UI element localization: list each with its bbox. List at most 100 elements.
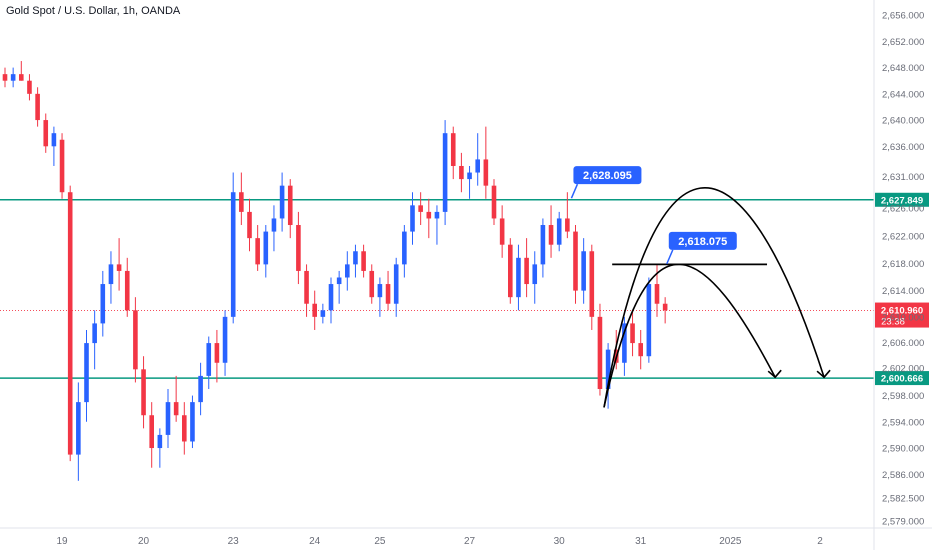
candle-body [597, 316, 603, 390]
candle-body [247, 211, 252, 239]
y-tick-label: 2,626.000 [882, 203, 924, 214]
chart-title: Gold Spot / U.S. Dollar, 1h, OANDA [6, 5, 181, 17]
candle-body [2, 74, 8, 81]
candle-body [206, 343, 212, 376]
candle-body [328, 284, 334, 311]
y-tick-label: 2,586.000 [882, 470, 924, 481]
candle-body [418, 205, 423, 212]
x-tick-label: 30 [554, 536, 566, 547]
arrow-head [767, 369, 782, 379]
x-tick-label: 2 [817, 536, 823, 547]
candle-body [450, 133, 456, 166]
arrow-head [816, 369, 831, 379]
y-tick-label: 2,652.000 [882, 37, 924, 48]
candle-body [516, 257, 521, 298]
candle-body [27, 80, 32, 94]
level-price-tag [875, 371, 929, 386]
callout-box [668, 231, 737, 250]
y-tick-label: 2,614.000 [882, 286, 924, 297]
drawings [603, 187, 831, 408]
candle-body [353, 251, 358, 265]
candle-body [475, 159, 480, 173]
candle-body [279, 185, 285, 219]
candle-body [67, 192, 73, 455]
y-tick-label: 2,598.000 [882, 391, 924, 402]
candle-body [100, 284, 106, 324]
candle-body [499, 218, 505, 245]
candle-body [182, 415, 187, 442]
candle-body [556, 218, 562, 245]
candle-body [76, 402, 81, 455]
projection-arc-inner [603, 263, 776, 408]
y-tick-label: 2,606.000 [882, 338, 924, 349]
candle-body [508, 244, 513, 298]
candle-body [263, 231, 269, 265]
candle-body [198, 375, 203, 403]
candle-body [84, 343, 89, 403]
candle-body [35, 93, 40, 121]
y-tick-label: 2,622.000 [882, 232, 924, 243]
x-tick-label: 23 [228, 536, 240, 547]
candle-body [287, 185, 293, 226]
y-tick-label: 2,648.000 [882, 63, 924, 74]
candle-body [59, 139, 65, 193]
candle-body [304, 270, 309, 304]
projection-arc-outer [603, 187, 825, 408]
level-price-label: 2,600.666 [881, 374, 923, 385]
callout-pointer [666, 249, 674, 265]
candle-body [459, 165, 464, 180]
candle-body [385, 284, 391, 304]
callout-label: 2,618.075 [678, 236, 727, 248]
candle-body [141, 369, 146, 416]
candle-body [116, 264, 122, 271]
candle-body [320, 310, 326, 317]
candle-body [434, 211, 440, 219]
x-tick-label: 27 [464, 536, 476, 547]
candle-body [581, 251, 586, 291]
candle-body [43, 120, 49, 147]
candle-body [230, 192, 236, 317]
candle-body [540, 225, 546, 265]
candle-body [173, 402, 179, 416]
candle-body [491, 185, 497, 219]
x-tick-label: 25 [374, 536, 386, 547]
y-tick-label: 2,594.000 [882, 417, 924, 428]
candle-body [133, 310, 138, 370]
candle-body [565, 218, 570, 232]
candle-body [573, 231, 578, 291]
level-price-tag [875, 192, 929, 207]
candle-body [190, 402, 195, 442]
y-tick-label: 2,602.000 [882, 364, 924, 375]
callout-pointer [570, 183, 579, 199]
candle-body [271, 218, 277, 232]
price-countdown-label: 23:38 [881, 317, 905, 328]
candle-body [222, 316, 228, 363]
candle-body [662, 303, 668, 311]
candle-body [255, 238, 260, 265]
callout-label: 2,628.095 [583, 170, 632, 182]
candle-body [630, 323, 635, 344]
candle-body [638, 343, 643, 357]
candle-body [467, 172, 472, 180]
candle-body [377, 284, 383, 298]
candle-body [149, 415, 154, 449]
y-tick-label: 2,618.000 [882, 259, 924, 270]
candle-body [92, 323, 97, 344]
y-tick-label: 2,590.000 [882, 444, 924, 455]
candle-body [10, 74, 16, 81]
candle-body [654, 284, 660, 304]
y-tick-label: 2,582.500 [882, 493, 924, 504]
candle-body [19, 74, 24, 81]
x-tick-label: 31 [635, 536, 647, 547]
candle-body [157, 434, 163, 449]
candle-body [532, 264, 538, 285]
candle-body [369, 270, 375, 298]
y-tick-label: 2,644.000 [882, 89, 924, 100]
candle-body [524, 257, 529, 285]
candles [2, 61, 668, 481]
candle-body [483, 159, 489, 186]
candle-body [312, 303, 317, 317]
candle-body [336, 277, 342, 285]
